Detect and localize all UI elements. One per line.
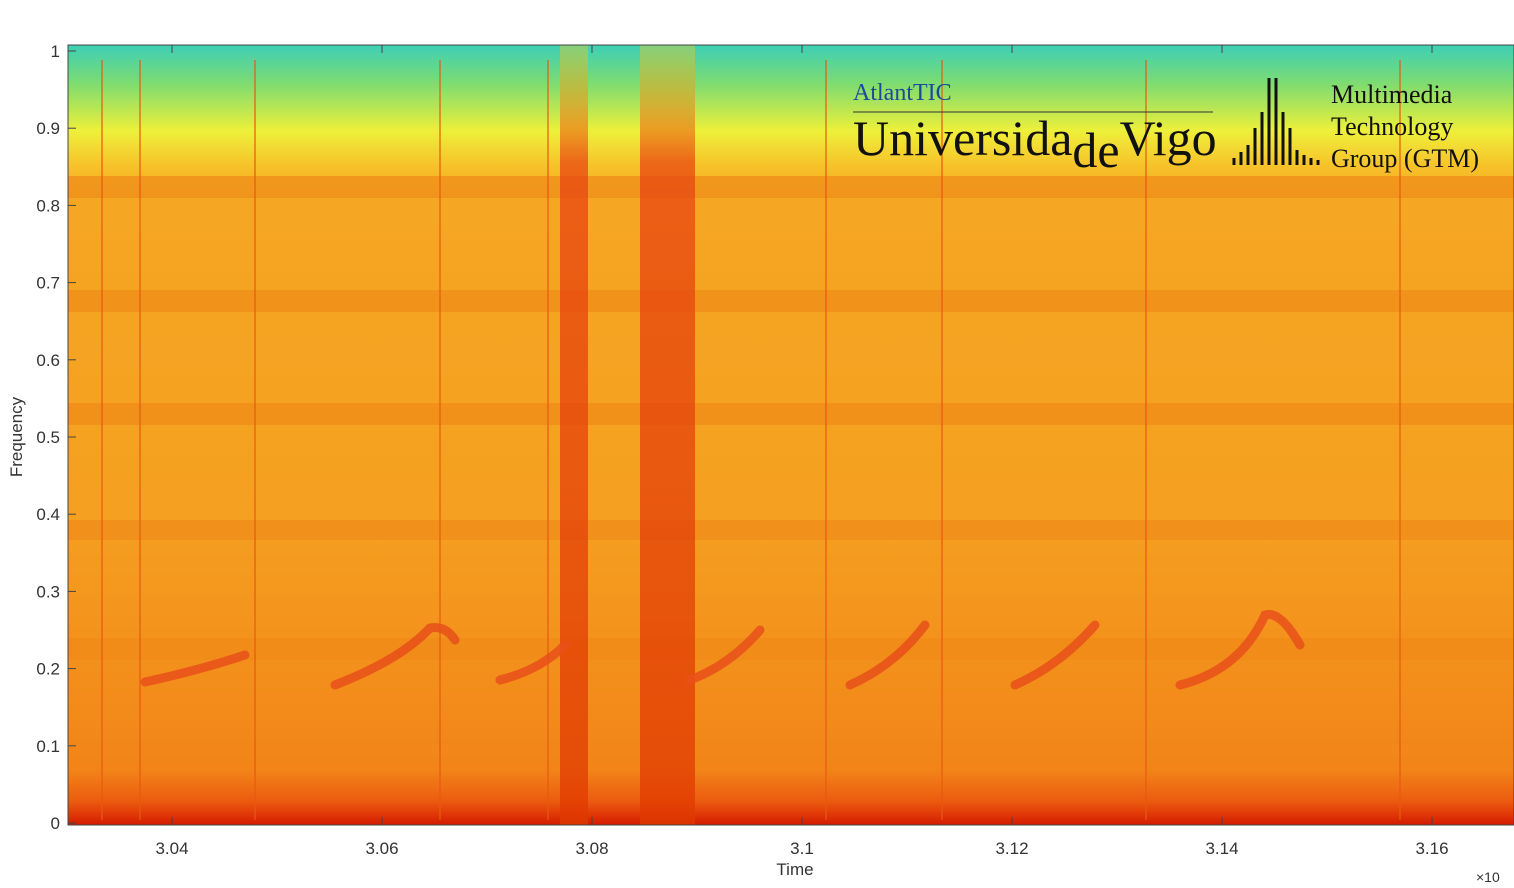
logo-text: Group (GTM) <box>1331 144 1479 173</box>
y-tick-label: 0 <box>51 814 60 833</box>
x-tick-label: 3.1 <box>790 839 814 858</box>
spectrogram-image <box>68 45 1514 825</box>
y-axis-label: Frequency <box>7 396 26 477</box>
axes <box>67 44 1514 826</box>
x-tick-label: 3.04 <box>155 839 188 858</box>
y-tick-label: 0.2 <box>36 660 60 679</box>
logo-text: Technology <box>1331 112 1453 141</box>
logo-text: Vigo <box>1120 110 1217 166</box>
x-tick-label: 3.16 <box>1415 839 1448 858</box>
logo-text: de <box>1072 122 1119 178</box>
y-tick-label: 0.1 <box>36 737 60 756</box>
y-tick-label: 0.9 <box>36 119 60 138</box>
x-exponent: ×10 <box>1476 869 1500 883</box>
y-tick-label: 0.7 <box>36 274 60 293</box>
x-tick-label: 3.12 <box>995 839 1028 858</box>
y-tick-label: 0.4 <box>36 505 60 524</box>
x-tick-label: 3.06 <box>365 839 398 858</box>
y-tick-label: 0.3 <box>36 582 60 601</box>
logo-text: Multimedia <box>1331 80 1453 109</box>
y-tick-label: 0.6 <box>36 351 60 370</box>
y-tick-label: 0.8 <box>36 196 60 215</box>
logo-text: Universida <box>853 110 1072 166</box>
y-tick-label: 0.5 <box>36 428 60 447</box>
logo-text: AtlantTIC <box>853 80 952 106</box>
x-axis-label: Time <box>776 860 813 879</box>
logo-text: UniversidadeVigo <box>853 110 1217 178</box>
y-tick-label: 1 <box>51 42 60 61</box>
x-tick-label: 3.14 <box>1205 839 1238 858</box>
logo: AtlantTIC UniversidadeVigo Multimedia Te… <box>853 78 1479 178</box>
x-tick-label: 3.08 <box>575 839 608 858</box>
